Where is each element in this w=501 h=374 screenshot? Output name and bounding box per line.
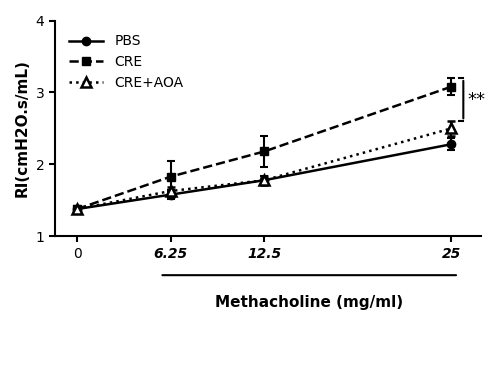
Text: Methacholine (mg/ml): Methacholine (mg/ml) — [215, 295, 402, 310]
Legend: PBS, CRE, CRE+AOA: PBS, CRE, CRE+AOA — [62, 27, 190, 97]
Text: **: ** — [467, 91, 485, 108]
Y-axis label: RI(cmH2O.s/mL): RI(cmH2O.s/mL) — [15, 59, 30, 197]
